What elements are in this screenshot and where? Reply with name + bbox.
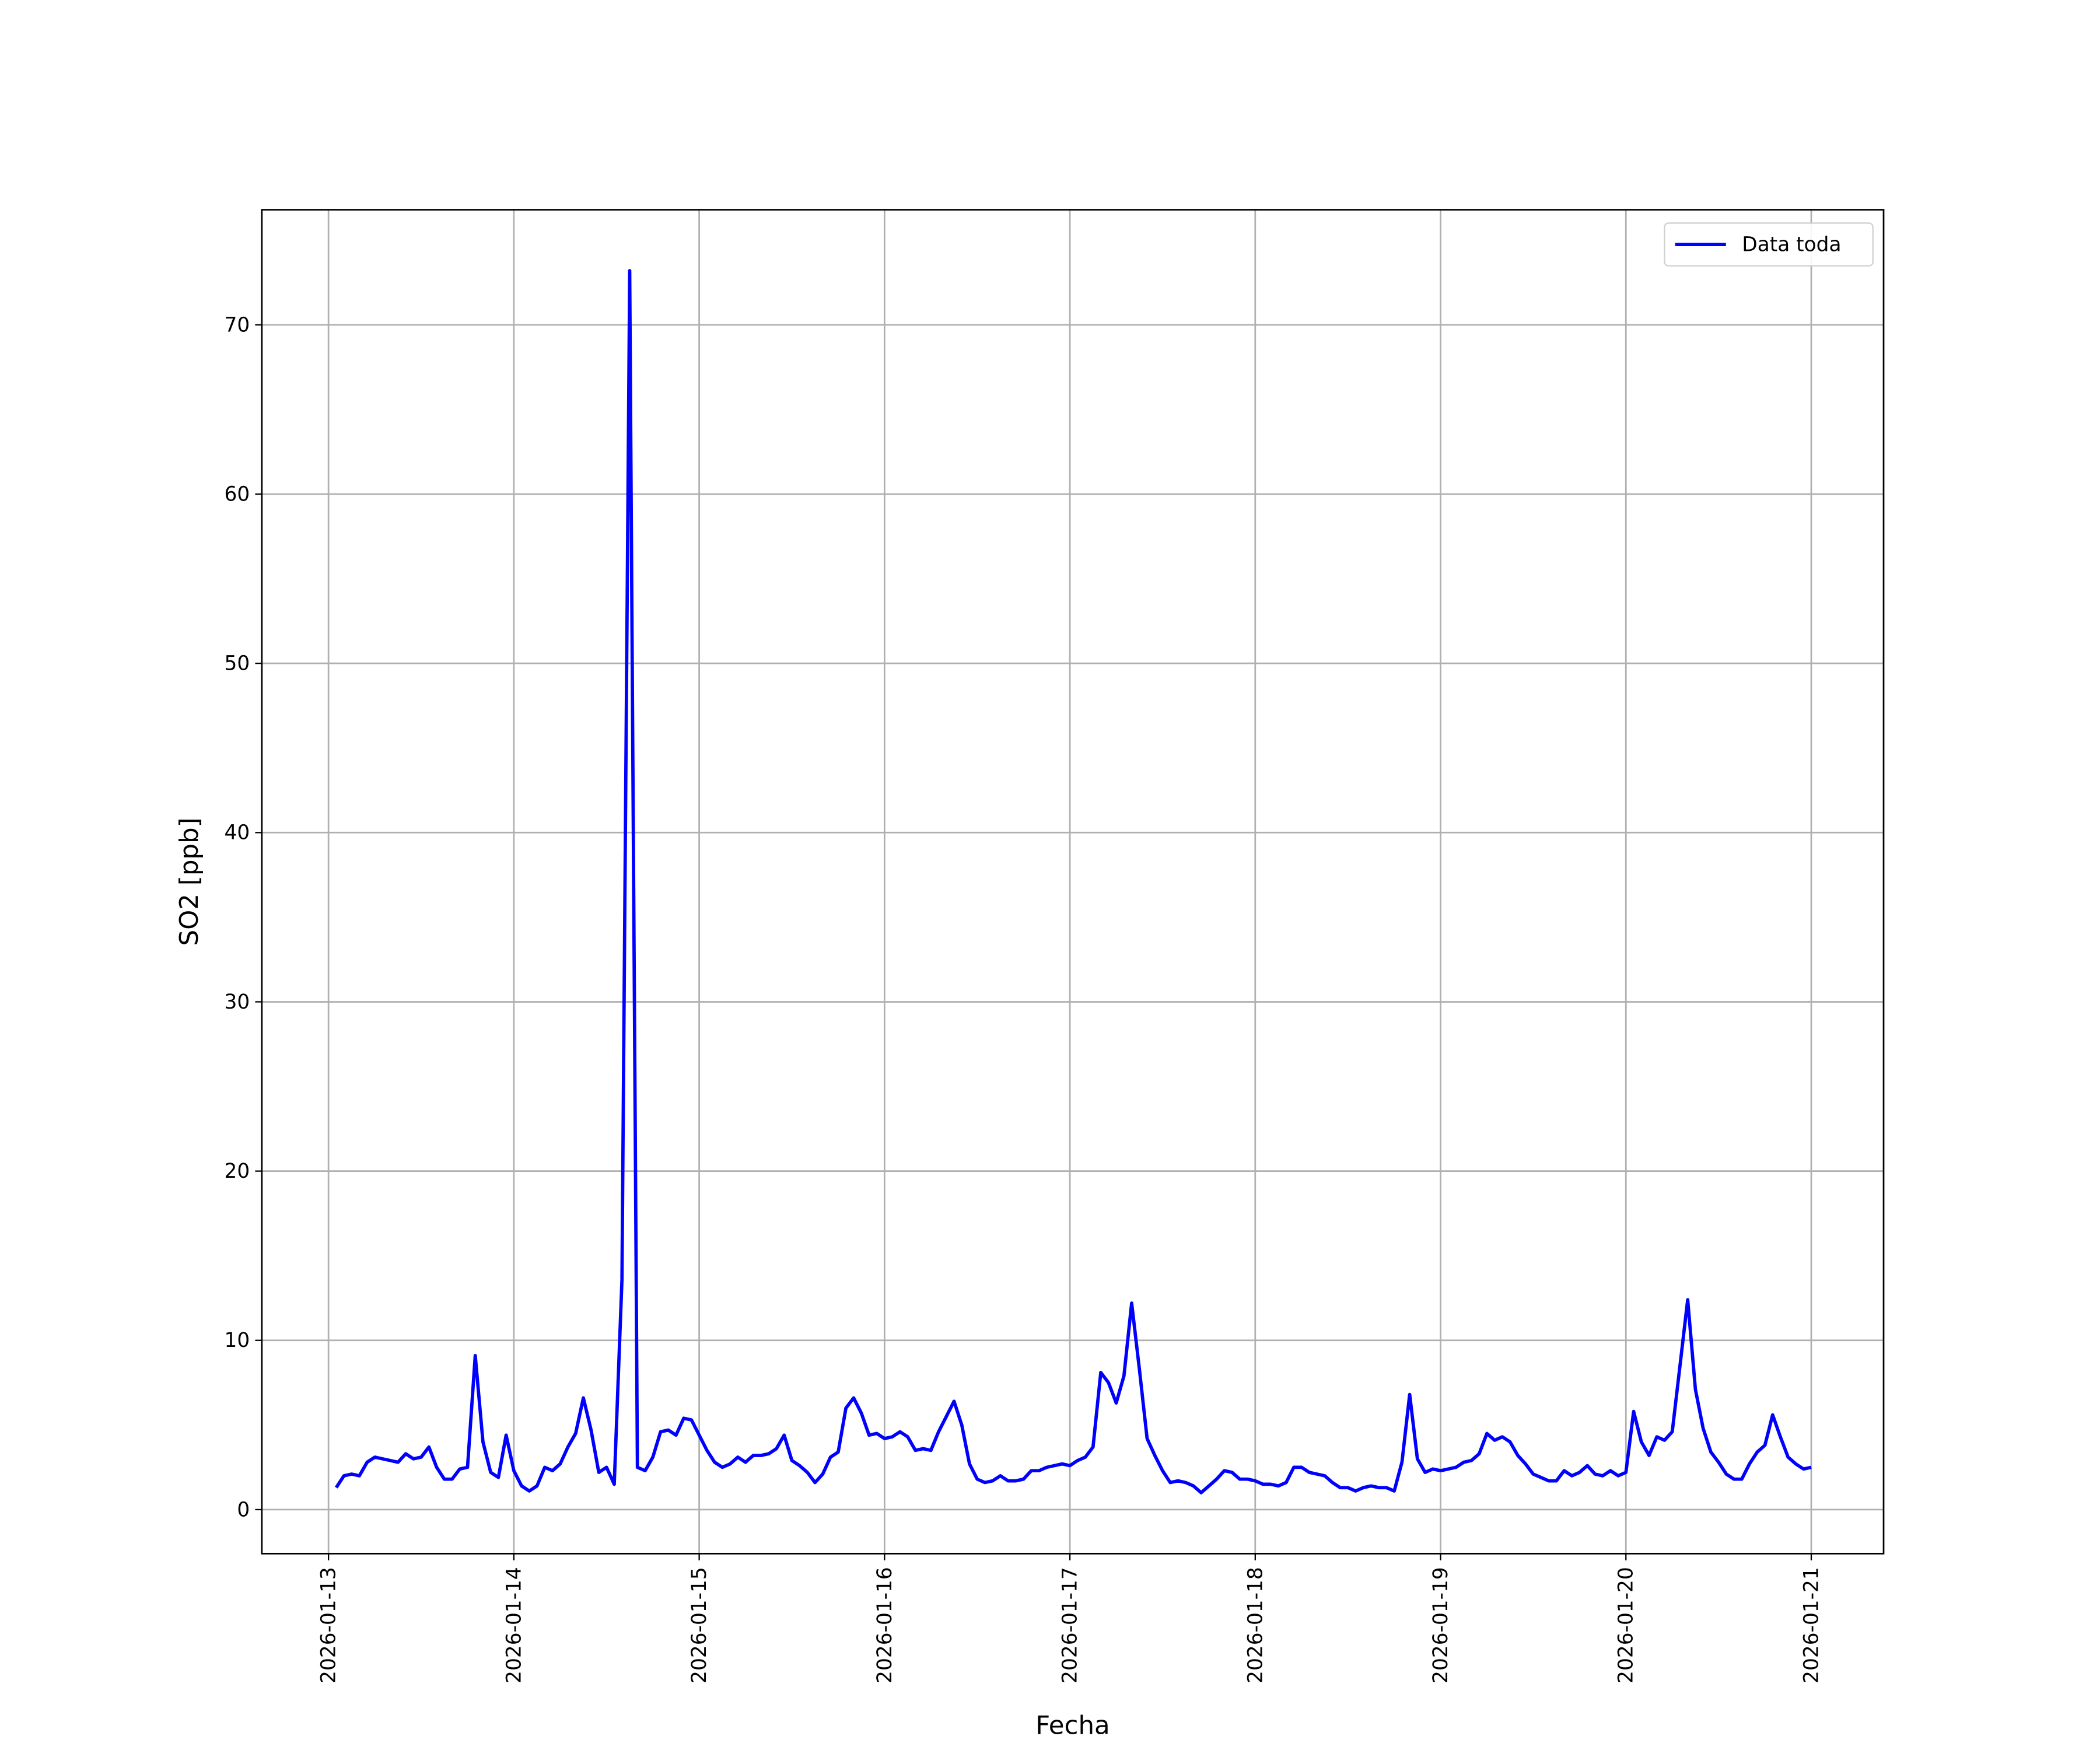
x-tick-label: 2026-01-18 [1244, 1567, 1267, 1684]
legend-box [1664, 222, 1874, 267]
y-tick-label: 50 [225, 652, 250, 676]
x-tick-label: 2026-01-19 [1429, 1567, 1452, 1684]
y-tick-label: 30 [225, 991, 250, 1014]
x-tick-label: 2026-01-16 [873, 1567, 897, 1684]
y-tick-label: 20 [225, 1160, 250, 1183]
y-tick-label: 60 [225, 482, 250, 506]
legend-label: Data toda [1742, 233, 1841, 257]
y-axis-label: SO2 [ppb] [175, 817, 204, 946]
data-line [334, 269, 1812, 1494]
x-tick-label: 2026-01-17 [1059, 1567, 1082, 1684]
y-tick-label: 40 [225, 821, 250, 845]
y-tick-label: 10 [225, 1329, 250, 1352]
x-tick-label: 2026-01-13 [317, 1567, 341, 1684]
y-tick-label: 0 [237, 1498, 250, 1521]
legend: Data toda [1664, 222, 1874, 267]
x-axis-label: Fecha [1035, 1712, 1110, 1741]
x-tick-label: 2026-01-20 [1615, 1567, 1638, 1684]
y-tick-label: 70 [225, 313, 250, 337]
x-tick-label: 2026-01-14 [502, 1567, 526, 1684]
x-tick-label: 2026-01-21 [1800, 1567, 1823, 1684]
plot-frame [261, 209, 1885, 1555]
grid: 0 10 20 30 40 50 60 70 2026-01-13 2026-01-14 2026-… [225, 209, 1884, 1684]
plot [334, 269, 1812, 1494]
x-tick-label: 2026-01-15 [688, 1567, 711, 1684]
